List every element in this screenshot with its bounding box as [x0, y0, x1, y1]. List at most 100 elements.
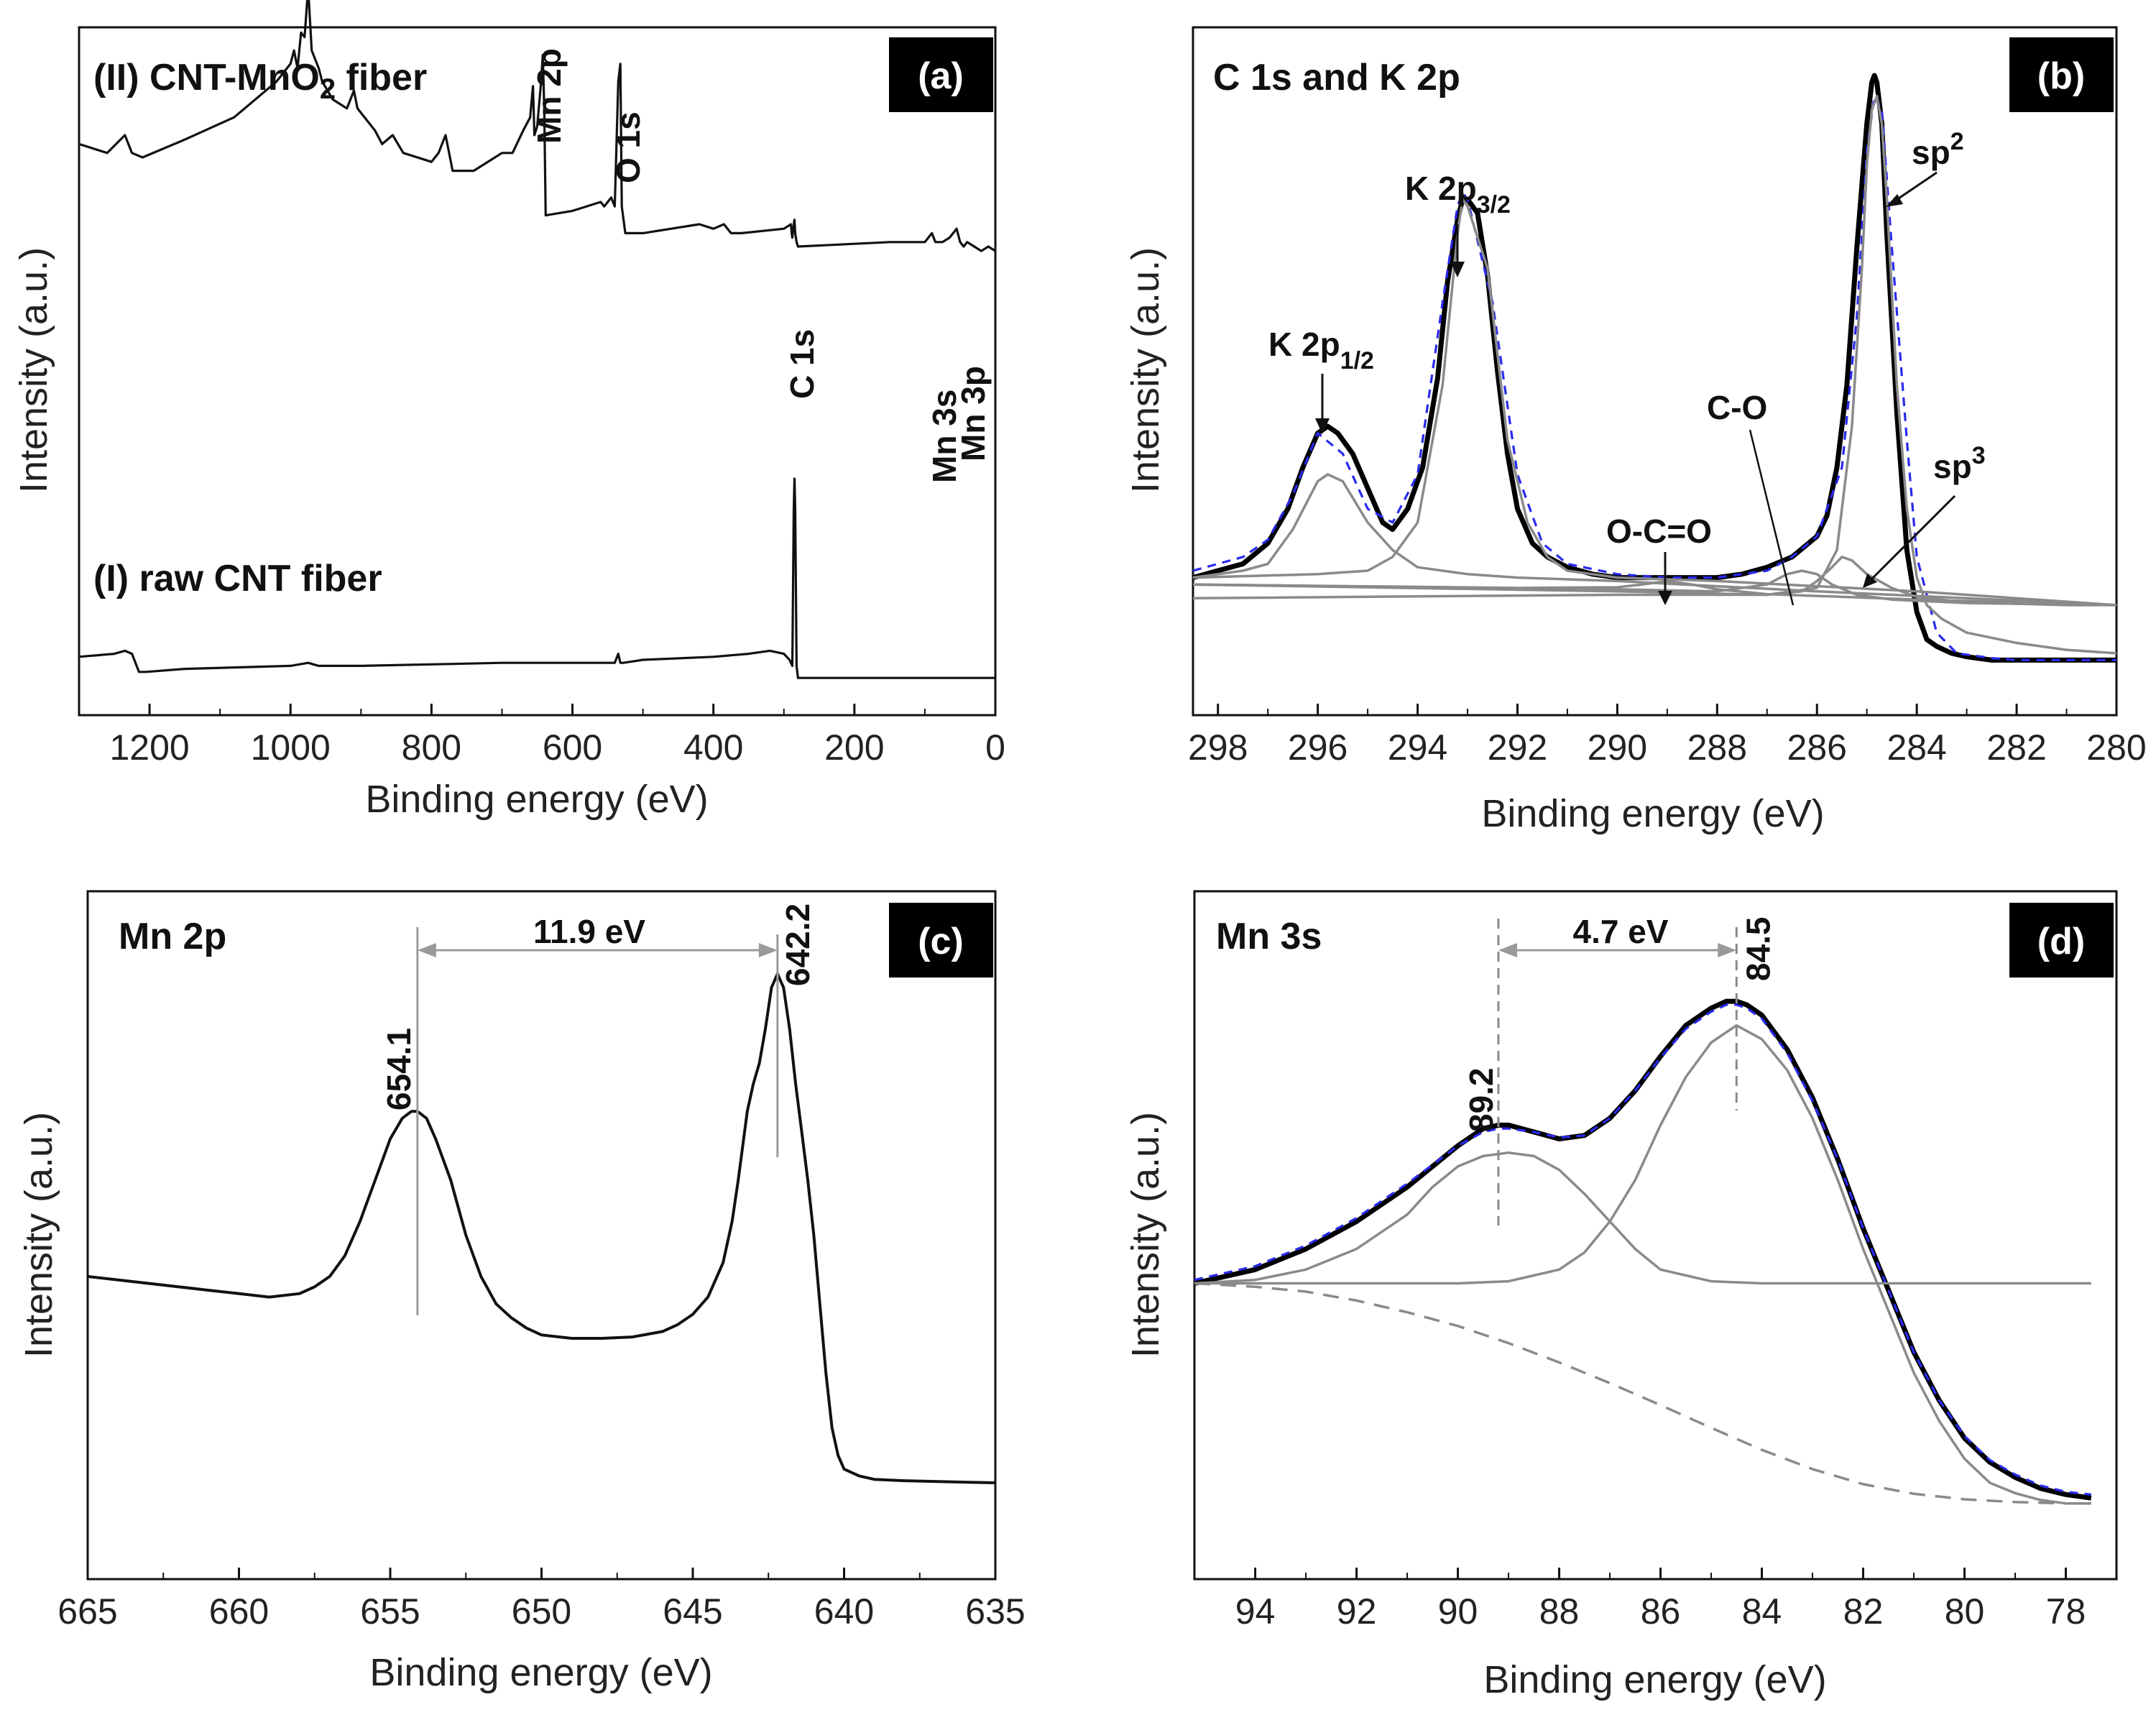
- x-tick-label-c-640: 640: [814, 1591, 874, 1632]
- panel-title-d: Mn 3s: [1216, 916, 1322, 957]
- x-tick-label-c-650: 650: [512, 1591, 571, 1632]
- x-tick-label-c-635: 635: [965, 1591, 1025, 1632]
- annotation-sp2: sp2: [1912, 128, 1964, 171]
- series-line-d-peak-84-5: [1194, 1024, 2091, 1505]
- panel-a-frame: [78, 26, 997, 717]
- panel-label-d: (d): [2037, 921, 2085, 962]
- x-tick-label-b-280: 280: [2086, 727, 2146, 768]
- panel-badge-d: [2009, 903, 2114, 978]
- arrowhead-o-c-o: [1658, 591, 1672, 605]
- series-line-b-k-2p3-2: [1192, 198, 2117, 607]
- annotation-o1s: O 1s: [609, 111, 647, 183]
- splitting-arrowhead-right-d: [1718, 943, 1737, 957]
- splitting-label-c: 11.9 eV: [533, 913, 645, 950]
- series-line-c-mn-2p: [87, 972, 996, 1484]
- x-tick-label-d-90: 90: [1438, 1591, 1478, 1632]
- panel-badge-c: [889, 903, 993, 978]
- splitting-arrowhead-left-d: [1498, 943, 1517, 957]
- series-label-cnt-mno2-fiber: (II) CNT-MnO2 fiber: [93, 57, 427, 105]
- series-line-b-fit-envelope: [1192, 95, 2116, 662]
- panel-label-b: (b): [2037, 55, 2085, 97]
- annotation-mn2p: Mn 2p: [530, 48, 568, 144]
- x-axis-label-a: Binding energy (eV): [365, 778, 708, 821]
- series-line-d-background: [1194, 1282, 2091, 1505]
- x-tick-label-c-645: 645: [663, 1591, 722, 1632]
- x-tick-label-b-288: 288: [1687, 727, 1747, 768]
- x-tick-label-d-86: 86: [1641, 1591, 1681, 1632]
- panel-label-c: (c): [918, 921, 964, 962]
- x-tick-label-d-78: 78: [2046, 1591, 2086, 1632]
- x-tick-label-d-92: 92: [1337, 1591, 1377, 1632]
- x-axis-label-c: Binding energy (eV): [369, 1651, 712, 1694]
- panel-a-survey-spectrum: 1200 1000 800 600 400 200 0 (II) CNT-MnO2 fibe…: [12, 0, 1005, 821]
- x-tick-label-c-655: 655: [360, 1591, 420, 1632]
- annotation-mn3p: Mn 3p: [954, 366, 992, 461]
- annotation-c1s: C 1s: [783, 329, 821, 399]
- x-tick-label-d-94: 94: [1235, 1591, 1276, 1632]
- series-line-d-fit-envelope: [1194, 1003, 2091, 1496]
- x-tick-label-a-0: 0: [985, 727, 1005, 768]
- x-tick-label-c-665: 665: [57, 1591, 117, 1632]
- annotation-c-o: C-O: [1707, 389, 1767, 426]
- splitting-label-d: 4.7 eV: [1573, 913, 1669, 950]
- panel-b-c1s-k2p-spectrum: 298 296 294 292 290 288 286 284 282 280 C 1s and …: [1124, 26, 2147, 835]
- x-tick-label-a-400: 400: [683, 727, 743, 768]
- x-tick-label-b-294: 294: [1388, 727, 1447, 768]
- panel-d-frame: [1193, 890, 2118, 1581]
- panel-badge-a: [889, 37, 993, 112]
- x-tick-label-b-298: 298: [1188, 727, 1248, 768]
- x-tick-label-b-292: 292: [1488, 727, 1547, 768]
- y-axis-label-d: Intensity (a.u.): [1124, 1112, 1167, 1358]
- x-tick-label-b-282: 282: [1986, 727, 2046, 768]
- annotation-o-c-o: O-C=O: [1606, 512, 1712, 550]
- series-line-d-peak-89-2: [1194, 1151, 2091, 1285]
- series-line-b-k-2p1-2: [1192, 473, 2117, 607]
- x-tick-label-b-290: 290: [1588, 727, 1647, 768]
- x-tick-label-a-1200: 1200: [109, 727, 189, 768]
- annotation-k2p-3-2: K 2p3/2: [1405, 170, 1511, 219]
- x-tick-label-d-84: 84: [1742, 1591, 1782, 1632]
- splitting-arrowhead-left-c: [417, 943, 436, 957]
- panel-c-mn2p-spectrum: 665 660 655 650 645 640 635 654.1 642.2 Mn 2p (…: [17, 890, 1026, 1694]
- panel-title-b: C 1s and K 2p: [1213, 57, 1460, 98]
- arrow-sp3: [1869, 495, 1956, 582]
- peak-label-d-89-2: 89.2: [1462, 1067, 1500, 1132]
- series-label-raw-cnt-fiber: (I) raw CNT fiber: [93, 558, 382, 599]
- peak-label-c-654-1: 654.1: [380, 1028, 418, 1110]
- y-axis-label-c: Intensity (a.u.): [17, 1112, 60, 1358]
- splitting-arrowhead-right-c: [758, 943, 778, 957]
- x-axis-label-d: Binding energy (eV): [1483, 1658, 1826, 1701]
- annotation-sp3: sp3: [1933, 442, 1986, 485]
- panel-c-frame: [86, 890, 997, 1581]
- x-tick-label-d-82: 82: [1843, 1591, 1884, 1632]
- arrowhead-sp2: [1886, 194, 1903, 207]
- panel-b-frame: [1192, 26, 2118, 717]
- x-tick-label-b-286: 286: [1787, 727, 1847, 768]
- panel-badge-b: [2009, 37, 2114, 112]
- x-tick-label-a-800: 800: [402, 727, 461, 768]
- x-tick-label-b-284: 284: [1886, 727, 1946, 768]
- peak-label-d-84-5: 84.5: [1739, 916, 1777, 981]
- x-tick-label-d-80: 80: [1945, 1591, 1985, 1632]
- annotation-k2p-1-2: K 2p1/2: [1268, 326, 1374, 374]
- x-tick-label-a-600: 600: [543, 727, 602, 768]
- x-tick-label-d-88: 88: [1539, 1591, 1580, 1632]
- peak-label-c-642-2: 642.2: [779, 903, 816, 986]
- y-axis-label-b: Intensity (a.u.): [1124, 247, 1167, 493]
- annotation-mn3s: Mn 3s: [926, 390, 963, 483]
- series-line-a-i-raw-cnt-fiber: [78, 477, 995, 679]
- arrow-sp2: [1894, 171, 1938, 203]
- x-tick-label-c-660: 660: [209, 1591, 269, 1632]
- arrowhead-sp3: [1863, 574, 1877, 588]
- panel-label-a: (a): [918, 55, 964, 97]
- arrowhead-k2p-3-2: [1450, 262, 1465, 277]
- series-line-a-ii-cnt-mno2-fiber: [78, 0, 996, 252]
- arrowhead-k2p-1-2: [1315, 418, 1330, 434]
- panel-d-mn3s-spectrum: 94 92 90 88 86 84 82 80 78 89.2 84.5 Mn 3s (d) 4.…: [1124, 890, 2118, 1701]
- x-axis-label-b: Binding energy (eV): [1481, 792, 1824, 835]
- y-axis-label-a: Intensity (a.u.): [12, 247, 55, 493]
- x-tick-label-a-1000: 1000: [251, 727, 331, 768]
- series-line-b-sp2: [1192, 94, 2117, 655]
